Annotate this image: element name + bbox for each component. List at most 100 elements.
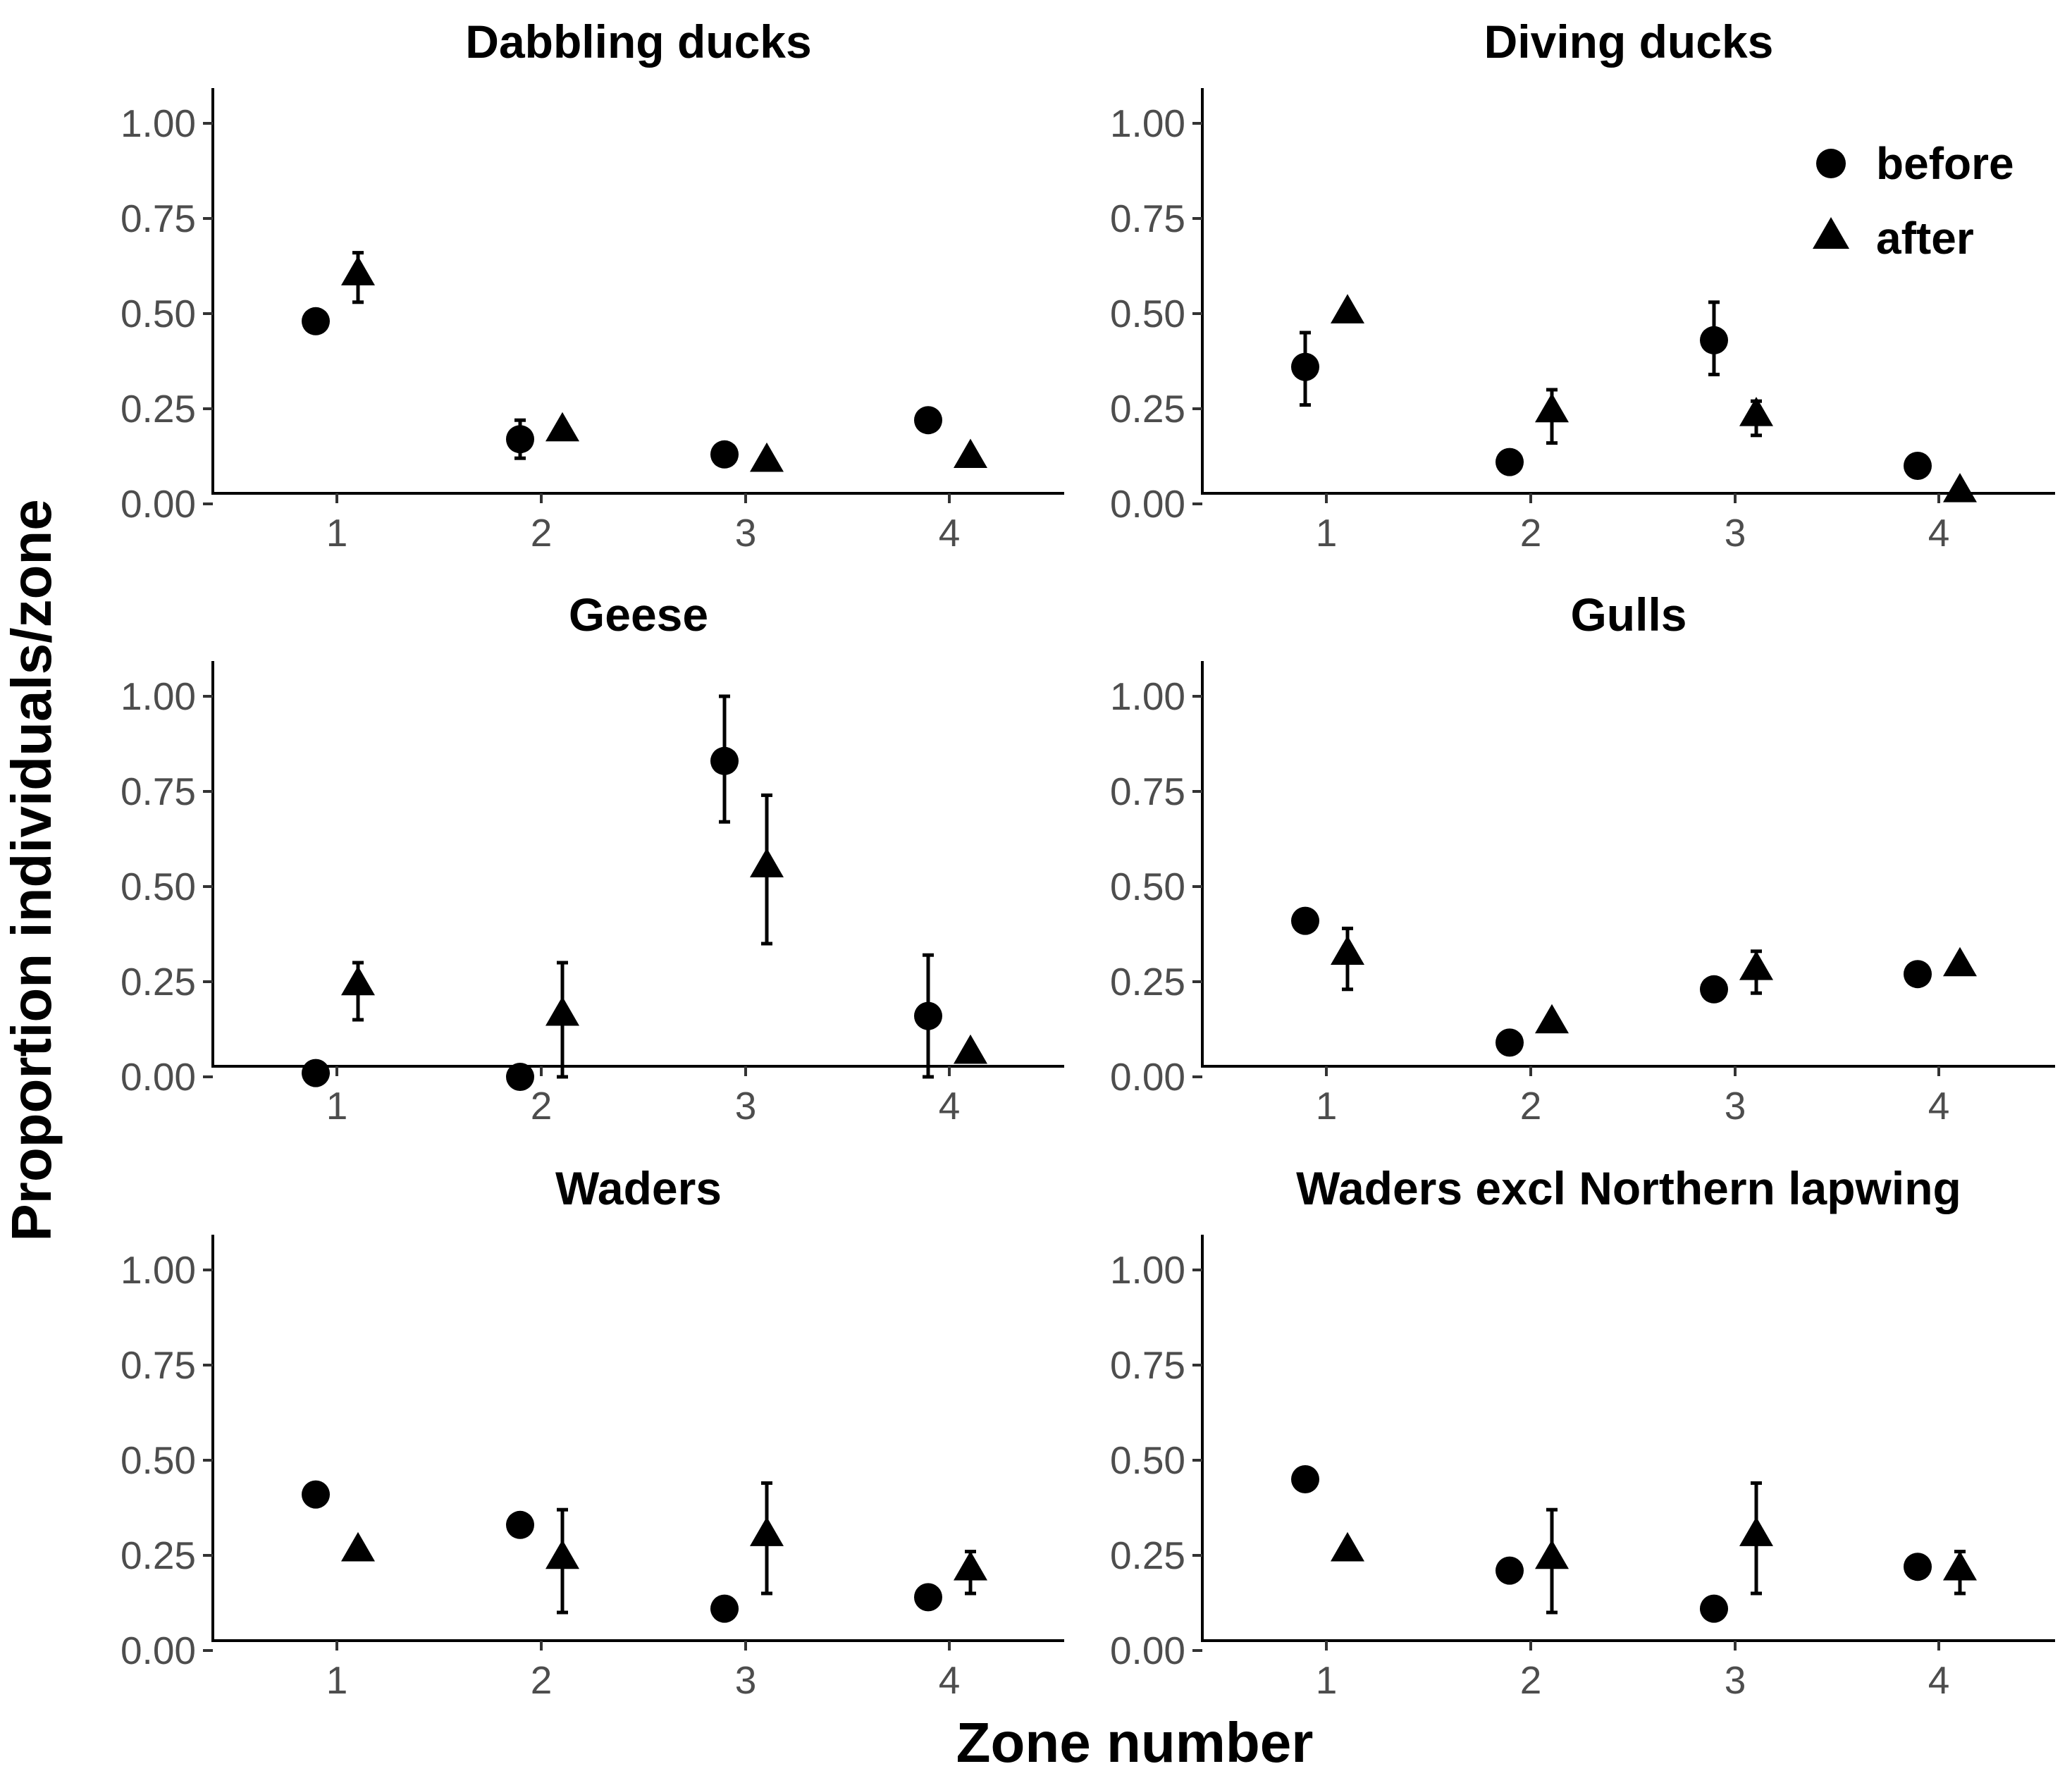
point-before-zone-3 (710, 440, 739, 469)
point-before-zone-3 (710, 1594, 739, 1623)
point-before-zone-1 (1291, 906, 1319, 935)
point-before-zone-4 (914, 1001, 942, 1030)
point-after-zone-2 (545, 996, 579, 1026)
y-tick-label: 0.50 (1110, 865, 1185, 908)
y-tick-label: 0.00 (121, 1629, 196, 1672)
point-before-zone-2 (506, 1510, 534, 1539)
y-axis-title: Proportion individuals/zone (0, 499, 63, 1241)
point-after-zone-4 (954, 1034, 987, 1064)
point-after-zone-4 (1943, 473, 1977, 502)
panel-title: Waders (555, 1162, 722, 1214)
point-before-zone-2 (506, 425, 534, 454)
point-after-zone-3 (750, 442, 784, 472)
y-tick-label: 0.25 (121, 387, 196, 431)
legend-item-after: after (1813, 213, 1974, 264)
x-tick-label: 1 (1316, 1084, 1338, 1128)
point-after-zone-2 (1535, 1539, 1569, 1569)
panel-geese: Geese 0.00 0.25 0.50 0.75 1.00 1 2 3 4 (121, 588, 1064, 1128)
point-after-zone-4 (954, 1550, 987, 1581)
point-after-zone-2 (545, 1539, 579, 1569)
point-after-zone-4 (954, 438, 987, 469)
legend-label: before (1876, 138, 2014, 189)
y-tick-label: 0.50 (1110, 292, 1185, 335)
panel-title: Diving ducks (1484, 16, 1774, 68)
point-before-zone-3 (1700, 1594, 1728, 1623)
point-after-zone-3 (750, 848, 784, 877)
point-before-zone-2 (1496, 1028, 1524, 1057)
y-tick-label: 1.00 (121, 101, 196, 145)
point-before-zone-2 (506, 1063, 534, 1091)
x-tick-label: 3 (1725, 1658, 1746, 1702)
legend-item-before: before (1816, 138, 2014, 189)
point-after-zone-2 (1535, 393, 1569, 423)
y-tick-label: 0.75 (1110, 197, 1185, 240)
x-tick-label: 2 (1520, 511, 1542, 555)
point-before-zone-4 (914, 1583, 942, 1612)
y-tick-label: 0.00 (1110, 1055, 1185, 1099)
x-tick-label: 1 (326, 1084, 348, 1128)
panel-waders-excl-northern-lapwing: Waders excl Northern lapwing 0.00 0.25 0.50… (1110, 1162, 2055, 1702)
y-tick-label: 0.75 (1110, 770, 1185, 813)
panel-title: Geese (569, 588, 708, 641)
point-before-zone-1 (1291, 352, 1319, 381)
y-tick-label: 0.25 (1110, 387, 1185, 431)
x-tick-label: 4 (939, 1084, 961, 1128)
point-after-zone-1 (1331, 1531, 1364, 1562)
x-tick-label: 2 (531, 1084, 553, 1128)
y-tick-label: 1.00 (1110, 1248, 1185, 1292)
y-tick-label: 1.00 (1110, 101, 1185, 145)
x-tick-label: 1 (1316, 1658, 1338, 1702)
x-axis-title: Zone number (956, 1711, 1314, 1774)
legend: before after (1813, 138, 2014, 264)
y-tick-label: 1.00 (121, 674, 196, 718)
point-after-zone-4 (1943, 1550, 1977, 1581)
point-after-zone-3 (750, 1517, 784, 1546)
x-tick-label: 2 (1520, 1658, 1542, 1702)
x-tick-label: 1 (326, 511, 348, 555)
x-tick-label: 3 (1725, 1084, 1746, 1128)
legend-key-triangle (1813, 216, 1849, 249)
y-tick-label: 0.25 (1110, 960, 1185, 1004)
point-before-zone-1 (302, 1059, 330, 1087)
point-before-zone-3 (1700, 326, 1728, 354)
x-tick-label: 1 (1316, 511, 1338, 555)
x-tick-label: 2 (531, 1658, 553, 1702)
point-before-zone-4 (1904, 960, 1932, 989)
point-after-zone-3 (1739, 951, 1773, 980)
panel-title: Gulls (1570, 588, 1686, 641)
y-tick-label: 0.50 (1110, 1438, 1185, 1482)
y-tick-label: 0.50 (121, 1438, 196, 1482)
y-tick-label: 1.00 (1110, 674, 1185, 718)
x-tick-label: 4 (939, 1658, 961, 1702)
x-tick-label: 3 (735, 1084, 757, 1128)
point-before-zone-3 (710, 746, 739, 775)
y-tick-label: 1.00 (121, 1248, 196, 1292)
point-after-zone-4 (1943, 946, 1977, 977)
y-tick-label: 0.75 (1110, 1343, 1185, 1387)
x-tick-label: 2 (1520, 1084, 1542, 1128)
y-tick-label: 0.50 (121, 865, 196, 908)
legend-key-circle (1816, 149, 1846, 178)
x-tick-label: 4 (1928, 1658, 1950, 1702)
point-before-zone-4 (914, 406, 942, 435)
y-tick-label: 0.00 (121, 482, 196, 526)
y-tick-label: 0.25 (121, 960, 196, 1004)
x-tick-label: 2 (531, 511, 553, 555)
panel-gulls: Gulls 0.00 0.25 0.50 0.75 1.00 1 2 3 4 (1110, 588, 2055, 1128)
point-after-zone-1 (1331, 294, 1364, 323)
point-after-zone-1 (341, 256, 375, 285)
point-before-zone-4 (1904, 1553, 1932, 1581)
point-before-zone-2 (1496, 448, 1524, 476)
y-tick-label: 0.75 (121, 197, 196, 240)
point-before-zone-3 (1700, 975, 1728, 1004)
panel-waders: Waders 0.00 0.25 0.50 0.75 1.00 1 2 3 4 (121, 1162, 1064, 1702)
legend-label: after (1876, 213, 1974, 264)
point-before-zone-2 (1496, 1556, 1524, 1585)
x-tick-label: 1 (326, 1658, 348, 1702)
panel-title: Waders excl Northern lapwing (1296, 1162, 1961, 1214)
x-tick-label: 4 (1928, 511, 1950, 555)
point-after-zone-1 (1331, 935, 1364, 965)
